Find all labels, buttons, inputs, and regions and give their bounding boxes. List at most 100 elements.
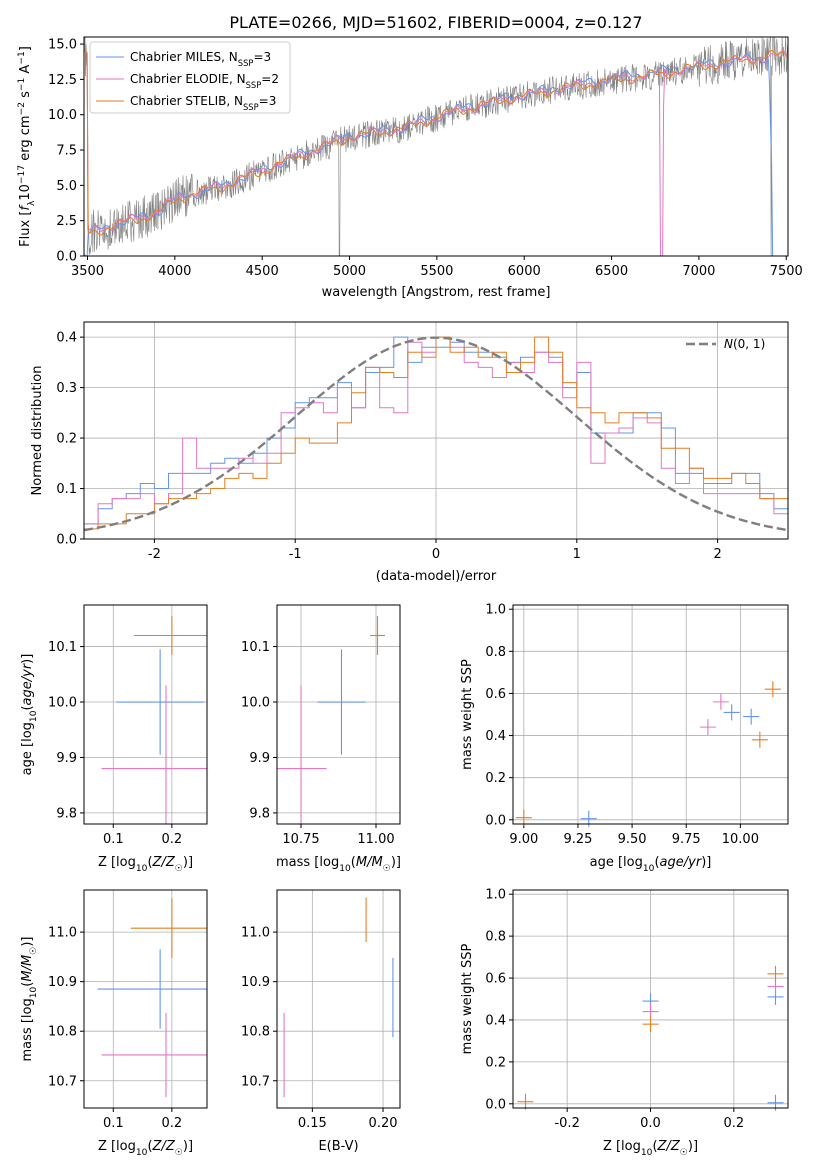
- weight-vs-age-ytick-label: 0.4: [485, 729, 506, 744]
- age-vs-Z-ylabel-part: (: [20, 705, 35, 710]
- weight-vs-age-ytick-label: 0.8: [485, 645, 506, 660]
- mass-vs-Z-ylabel-part: ☉: [29, 947, 39, 955]
- mass-vs-Z-xtick-label: 0.2: [162, 1116, 183, 1131]
- spectrum-ylabel-part: −1: [17, 78, 27, 91]
- spectrum-ylabel: Flux [fλ10−17 erg cm−2 s−1 A−1]: [17, 46, 37, 247]
- age-vs-Z-xlabel-part: Z/Z: [152, 855, 176, 870]
- weight-vs-Z-ytick-label: 0.6: [485, 972, 506, 987]
- spectrum-ylabel-part: λ: [27, 200, 37, 206]
- age-vs-mass-ytick-label: 9.8: [249, 806, 270, 821]
- spectrum-model-line-2: [84, 48, 788, 236]
- age-vs-mass-xlabel-part: ☉: [383, 864, 391, 874]
- histogram-chabrier-stelib: [84, 336, 788, 530]
- age-vs-Z-frame: [83, 604, 208, 825]
- age-vs-mass-xtick-label: 10.75: [282, 832, 319, 847]
- age-vs-Z-xlabel-part: ☉: [175, 864, 183, 874]
- gaussian-legend-label: N(0, 1): [724, 337, 765, 351]
- age-vs-Z-xlabel-part: 10: [136, 864, 148, 874]
- weight-vs-age-xlabel-part: 10: [643, 864, 655, 874]
- histogram-chabrier-elodie: [84, 336, 788, 525]
- gaussian-legend-label-part: (0, 1): [733, 337, 765, 351]
- spectrum-legend-label-2-part: Chabrier STELIB, N: [130, 94, 243, 108]
- spectrum-ytick-label: 10.0: [48, 108, 77, 123]
- age-vs-mass-xlabel-part: 10: [339, 864, 351, 874]
- residuals-xtick-label: 2: [713, 547, 721, 562]
- spectrum-legend-label-0-part: SSP: [238, 58, 254, 68]
- weight-vs-Z-xlabel-part: Z/Z: [657, 1139, 681, 1154]
- weight-vs-Z-xtick-label: 0.2: [723, 1116, 744, 1131]
- residuals-ytick-label: 0.0: [56, 533, 77, 548]
- mass-vs-Z-ytick-label: 10.7: [48, 1074, 77, 1089]
- mass-vs-Z-ytick-label: 11.0: [48, 926, 77, 941]
- residuals-ytick-label: 0.4: [56, 331, 77, 346]
- weight-vs-age-ylabel: mass weight SSP: [460, 659, 475, 770]
- spectrum-ylabel-part: s: [18, 91, 33, 102]
- age-vs-Z-plot-area: [101, 616, 207, 824]
- spectrum-frame: [83, 36, 789, 257]
- spectrum-ylabel-part: Flux [: [18, 211, 33, 247]
- spectrum-xtick-label: 7000: [682, 264, 715, 279]
- age-vs-mass-xtick-label: 11.00: [357, 832, 394, 847]
- spectrum-data-trace: [84, 37, 788, 256]
- residuals-plot-area: [84, 336, 788, 532]
- histogram-chabrier-miles: [84, 336, 788, 525]
- spectrum-xtick-label: 5500: [420, 264, 453, 279]
- age-vs-mass-xlabel-part: M/M: [356, 855, 383, 870]
- spectrum-legend-label-1-part: Chabrier ELODIE, N: [130, 72, 246, 86]
- mass-vs-Z-ylabel-part: 10: [29, 987, 39, 999]
- spectrum-legend-label-1-part: SSP: [246, 80, 262, 90]
- spectrum-ylabel-part: erg cm: [18, 115, 33, 164]
- mass-vs-Z-xlabel-part: Z/Z: [152, 1139, 176, 1154]
- weight-vs-Z-xlabel-part: 10: [641, 1148, 653, 1158]
- spectrum-xtick-label: 6500: [595, 264, 628, 279]
- spectrum-plot-area: [84, 37, 788, 256]
- age-vs-mass-plot-area: [277, 616, 385, 824]
- spectrum-xtick-label: 6000: [508, 264, 541, 279]
- spectrum-legend-label-2-part: SSP: [243, 102, 259, 112]
- mass-vs-EBV-plot-area: [283, 897, 394, 1098]
- age-vs-mass-xlabel-part: )]: [391, 855, 401, 870]
- age-vs-Z-xtick-label: 0.1: [103, 832, 124, 847]
- age-vs-Z-ytick-label: 10.1: [48, 640, 77, 655]
- mass-vs-Z-xlabel-part: 10: [136, 1148, 148, 1158]
- mass-vs-Z-ylabel-part: mass [log: [20, 998, 35, 1061]
- residuals-frame: [83, 321, 789, 540]
- spectrum-legend-label-0-part: =3: [253, 50, 271, 64]
- age-vs-Z-xtick-label: 0.2: [162, 832, 183, 847]
- weight-vs-age-ytick-label: 1.0: [485, 603, 506, 618]
- weight-vs-age-ytick-label: 0.6: [485, 687, 506, 702]
- mass-vs-Z-ytick-label: 10.8: [48, 1025, 77, 1040]
- spectrum-legend-label-0: Chabrier MILES, NSSP=3: [130, 50, 271, 68]
- spectrum-xtick-label: 3500: [71, 264, 104, 279]
- residuals-ytick-label: 0.3: [56, 381, 77, 396]
- mass-vs-EBV-xtick-label: 0.15: [298, 1116, 327, 1131]
- mass-vs-Z-xtick-label: 0.1: [103, 1116, 124, 1131]
- weight-vs-Z-ylabel: mass weight SSP: [460, 944, 475, 1055]
- weight-vs-age-xlabel-part: (: [654, 855, 659, 870]
- spectrum-model-line-1: [84, 50, 788, 256]
- weight-vs-age-xlabel: age [log10(age/yr)]: [590, 855, 712, 874]
- spectrum-ylabel-part: −2: [17, 102, 27, 115]
- chart-title: PLATE=0266, MJD=51602, FIBERID=0004, z=0…: [229, 13, 642, 32]
- mass-vs-Z-xlabel: Z [log10(Z/Z☉)]: [98, 1139, 193, 1158]
- spectrum-legend-label-2: Chabrier STELIB, NSSP=3: [130, 94, 276, 112]
- age-vs-Z-xlabel-part: Z [log: [98, 855, 136, 870]
- spectrum-ylabel-part: 10: [18, 184, 33, 201]
- age-vs-Z-ytick-label: 9.9: [56, 751, 77, 766]
- age-vs-Z-ylabel-part: age [log: [20, 722, 35, 775]
- age-vs-Z-ytick-label: 9.8: [56, 806, 77, 821]
- weight-vs-age-xtick-label: 10.00: [722, 832, 759, 847]
- residuals-ytick-label: 0.1: [56, 482, 77, 497]
- weight-vs-age-xlabel-part: )]: [701, 855, 711, 870]
- weight-vs-age-xtick-label: 9.00: [509, 832, 538, 847]
- mass-vs-Z-frame: [83, 889, 208, 1109]
- spectrum-ytick-label: 15.0: [48, 38, 77, 53]
- weight-vs-age-ytick-label: 0.2: [485, 771, 506, 786]
- weight-vs-Z-ylabel-part: mass weight SSP: [460, 944, 475, 1055]
- mass-vs-EBV-xlabel: E(B-V): [318, 1139, 358, 1154]
- spectrum-ytick-label: 7.5: [56, 144, 77, 159]
- age-vs-mass-frame: [276, 604, 401, 825]
- weight-vs-age-ylabel-part: mass weight SSP: [460, 659, 475, 770]
- mass-vs-EBV-frame: [276, 889, 401, 1109]
